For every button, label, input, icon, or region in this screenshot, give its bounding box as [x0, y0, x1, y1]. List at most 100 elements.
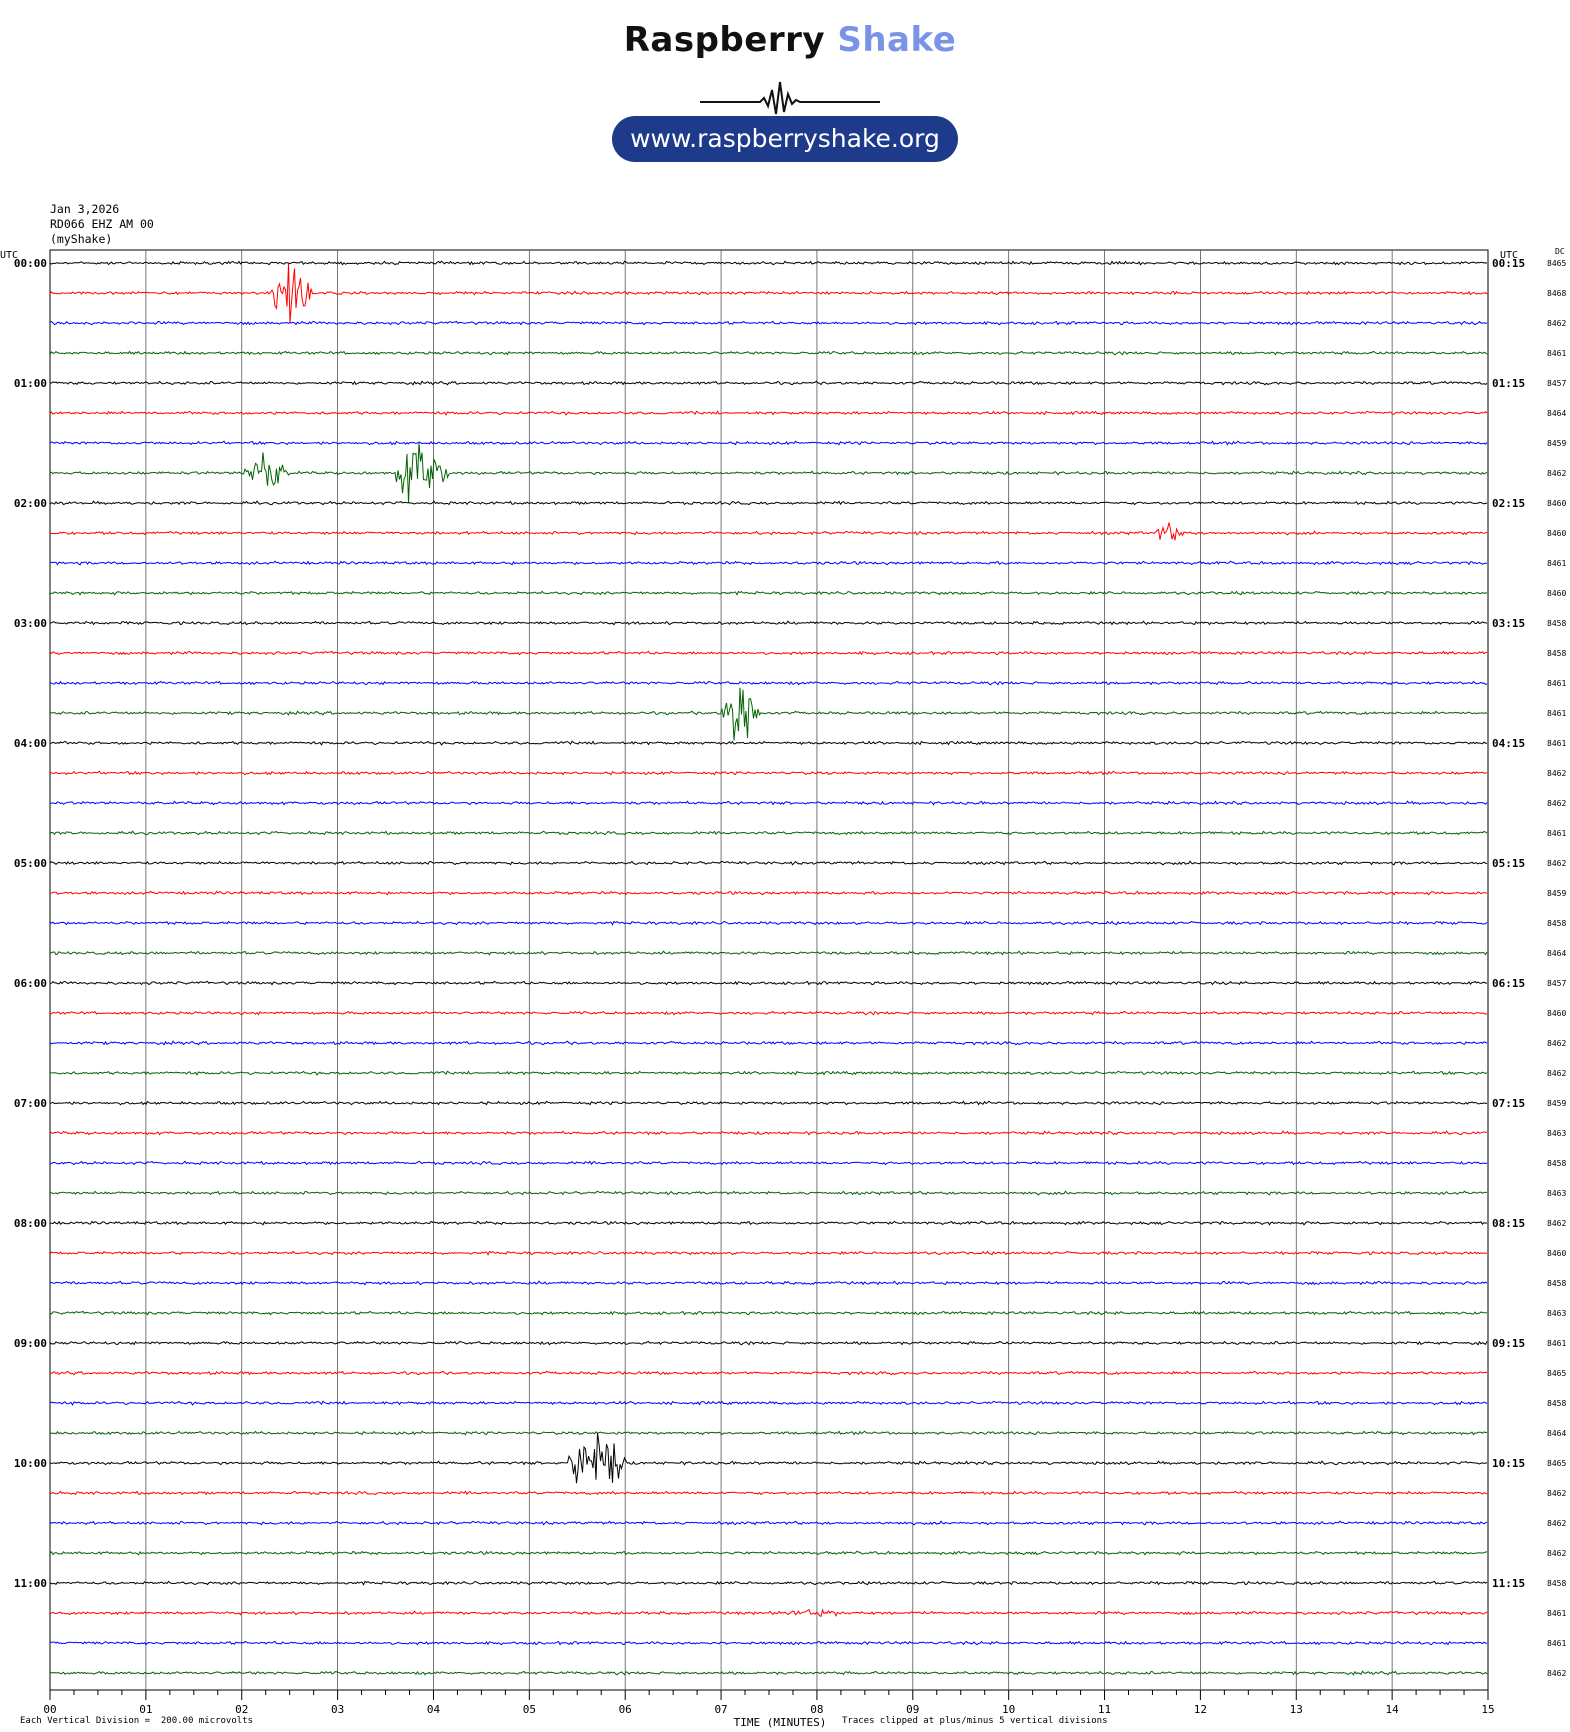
dc-offset-label: 8458 — [1547, 649, 1566, 658]
logo-brand-accent: Shake — [837, 20, 957, 60]
dc-offset-label: 8463 — [1547, 1189, 1566, 1198]
trace-row-22 — [49, 920, 1488, 926]
trace-row-4 — [49, 380, 1488, 386]
clip-note: Traces clipped at plus/minus 5 vertical … — [842, 1716, 1108, 1726]
left-hour-label: 07:00 — [14, 1097, 47, 1110]
dc-offset-label: 8458 — [1547, 1159, 1566, 1168]
dc-offset-label: 8462 — [1547, 1039, 1566, 1048]
right-hour-label: 00:15 — [1492, 257, 1525, 270]
right-hour-label: 01:15 — [1492, 377, 1525, 390]
trace-row-15 — [49, 687, 1488, 741]
x-tick-label: 03 — [331, 1703, 344, 1716]
trace-row-32 — [49, 1220, 1488, 1226]
x-tick-label: 09 — [906, 1703, 919, 1716]
dc-offset-label: 8461 — [1547, 349, 1566, 358]
trace-row-14 — [49, 680, 1487, 686]
trace-row-44 — [49, 1580, 1488, 1586]
dc-offset-label: 8462 — [1547, 859, 1566, 868]
trace-row-31 — [49, 1190, 1488, 1196]
trace-row-42 — [49, 1520, 1488, 1526]
trace-row-7 — [49, 442, 1488, 504]
dc-offset-label: 8460 — [1547, 589, 1566, 598]
dc-offset-label: 8465 — [1547, 259, 1566, 268]
plot-frame — [49, 249, 1489, 1691]
trace-row-30 — [49, 1160, 1488, 1166]
x-tick-label: 15 — [1481, 1703, 1494, 1716]
trace-row-8 — [49, 500, 1488, 506]
data-source: (myShake) — [50, 232, 113, 246]
trace-row-24 — [49, 980, 1488, 986]
trace-row-5 — [49, 410, 1488, 416]
dc-offset-label: 8464 — [1547, 1429, 1566, 1438]
trace-row-40 — [50, 1432, 1488, 1484]
x-axis-label: TIME (MINUTES) — [734, 1716, 827, 1729]
left-hour-label: 05:00 — [14, 857, 47, 870]
trace-row-10 — [49, 560, 1488, 566]
x-tick-label: 05 — [523, 1703, 536, 1716]
dc-offset-label: 8459 — [1547, 1099, 1566, 1108]
x-tick-label: 10 — [1002, 1703, 1015, 1716]
dc-offset-label: 8461 — [1547, 829, 1566, 838]
left-hour-label: 03:00 — [14, 617, 47, 630]
dc-offset-label: 8462 — [1547, 1069, 1566, 1078]
trace-row-16 — [49, 740, 1488, 746]
dc-offset-label: 8462 — [1547, 799, 1566, 808]
x-tick-label: 12 — [1194, 1703, 1207, 1716]
trace-row-47 — [49, 1670, 1488, 1676]
left-hour-label: 02:00 — [14, 497, 47, 510]
trace-row-26 — [49, 1040, 1488, 1046]
trace-row-25 — [49, 1010, 1488, 1016]
x-tick-label: 01 — [139, 1703, 152, 1716]
dc-offset-label: 8458 — [1547, 919, 1566, 928]
right-hour-label: 03:15 — [1492, 617, 1525, 630]
trace-row-35 — [49, 1310, 1488, 1316]
dc-offset-label: 8460 — [1547, 1009, 1566, 1018]
station-metadata: Jan 3,2026 RD066 EHZ AM 00 (myShake) — [50, 202, 154, 247]
left-hour-label: 01:00 — [14, 377, 47, 390]
raspberry-shake-logo: Raspberry Shake — [600, 20, 980, 115]
trace-row-29 — [49, 1130, 1488, 1136]
dc-offset-label: 8468 — [1547, 289, 1566, 298]
right-hour-label: 10:15 — [1492, 1457, 1525, 1470]
dc-offset-label: 8457 — [1547, 379, 1566, 388]
trace-row-6 — [49, 440, 1488, 446]
trace-row-41 — [49, 1490, 1488, 1496]
dc-label: DC — [1555, 247, 1565, 256]
trace-row-13 — [49, 650, 1488, 656]
dc-offset-label: 8465 — [1547, 1459, 1566, 1468]
trace-row-11 — [49, 590, 1488, 596]
website-url-pill[interactable]: www.raspberryshake.org — [612, 116, 958, 162]
dc-offset-label: 8462 — [1547, 1219, 1566, 1228]
dc-offset-label: 8461 — [1547, 1639, 1566, 1648]
dc-offset-label: 8462 — [1547, 769, 1566, 778]
right-hour-label: 09:15 — [1492, 1337, 1525, 1350]
dc-offset-label: 8458 — [1547, 1279, 1566, 1288]
trace-row-39 — [49, 1430, 1488, 1436]
left-utc-label: UTC — [0, 250, 18, 261]
dc-offset-label: 8460 — [1547, 529, 1566, 538]
trace-row-20 — [49, 860, 1488, 866]
dc-offset-label: 8461 — [1547, 739, 1566, 748]
dc-offset-label: 8464 — [1547, 949, 1566, 958]
right-hour-label: 11:15 — [1492, 1577, 1525, 1590]
trace-row-27 — [49, 1070, 1488, 1076]
trace-row-0 — [49, 260, 1488, 266]
trace-row-38 — [49, 1400, 1488, 1406]
dc-offset-label: 8457 — [1547, 979, 1566, 988]
dc-offset-label: 8465 — [1547, 1369, 1566, 1378]
dc-offset-label: 8461 — [1547, 709, 1566, 718]
right-hour-label: 06:15 — [1492, 977, 1525, 990]
station-channel: RD066 EHZ AM 00 — [50, 217, 154, 231]
dc-offset-label: 8461 — [1547, 559, 1566, 568]
dc-offset-label: 8458 — [1547, 1399, 1566, 1408]
trace-row-43 — [49, 1550, 1488, 1556]
dc-offset-label: 8461 — [1547, 1609, 1566, 1618]
trace-row-45 — [49, 1608, 1488, 1618]
trace-row-23 — [50, 950, 1488, 956]
seismic-wave-icon — [700, 81, 880, 115]
left-hour-label: 08:00 — [14, 1217, 47, 1230]
division-note: Each Vertical Division = 200.00 microvol… — [20, 1716, 253, 1726]
left-hour-label: 11:00 — [14, 1577, 47, 1590]
right-hour-label: 02:15 — [1492, 497, 1525, 510]
trace-row-17 — [49, 770, 1488, 776]
